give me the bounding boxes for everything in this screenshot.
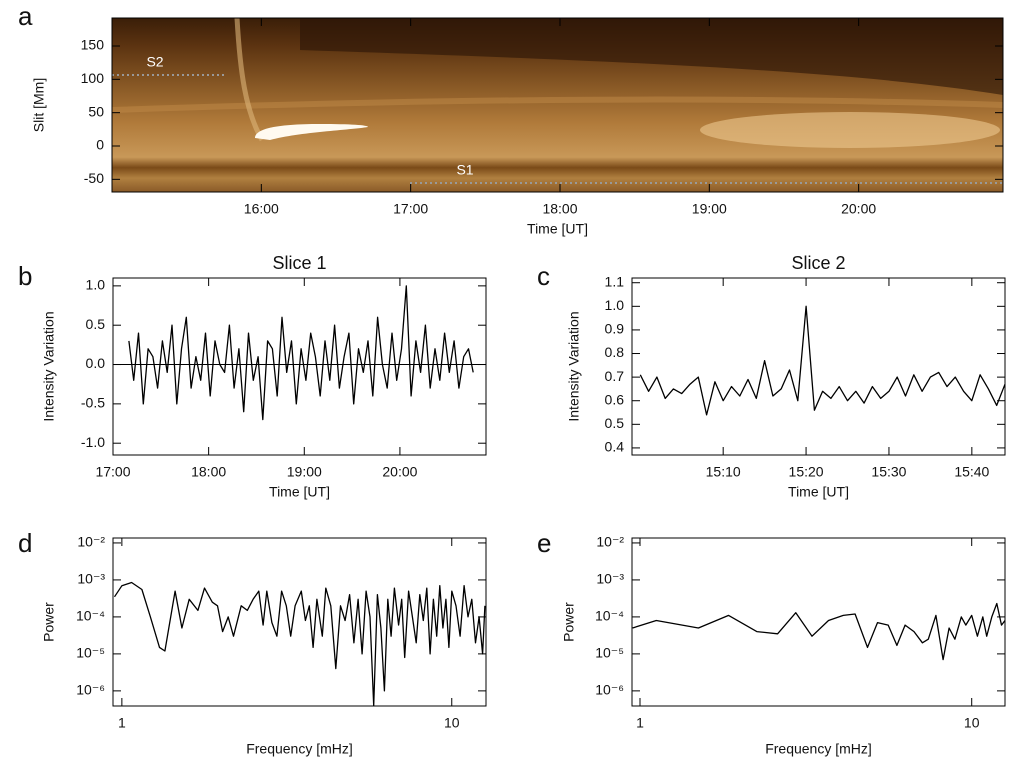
x-tick-label: 15:40 [954,464,989,480]
x-tick-label: 16:00 [244,201,279,217]
y-axis-label: Power [561,602,577,642]
plot-frame [631,537,1006,707]
x-tick-label: 15:10 [706,464,741,480]
y-tick-label: 0.8 [605,344,625,360]
y-tick-label: 10⁻³ [596,571,624,587]
y-tick-label: -50 [84,170,104,186]
x-tick-label: 20:00 [382,464,417,480]
y-tick-label: 10⁻⁴ [76,608,105,624]
y-tick-label: -0.5 [81,395,105,411]
y-axis-label: Intensity Variation [566,311,582,421]
y-tick-label: 1.0 [86,277,106,293]
data-line [128,285,474,421]
x-tick-label: 18:00 [542,201,577,217]
x-axis-label: Time [UT] [527,221,588,237]
y-tick-label: 150 [81,37,105,53]
x-tick-label: 20:00 [841,201,876,217]
x-tick-label: 10 [964,715,980,731]
y-tick-label: 10⁻⁴ [595,608,624,624]
x-axis-label: Time [UT] [788,484,849,500]
y-tick-label: 10⁻⁵ [76,645,105,661]
y-tick-label: 0 [96,137,104,153]
y-tick-label: 0.9 [605,321,625,337]
y-axis-label: Power [41,602,57,642]
x-tick-label: 19:00 [287,464,322,480]
panel-label: d [18,528,32,558]
y-tick-label: 100 [81,70,105,86]
y-tick-label: 0.5 [605,415,625,431]
x-tick-label: 1 [636,715,644,731]
x-tick-label: 19:00 [692,201,727,217]
plot-frame [631,277,1006,456]
plot-frame [112,277,487,456]
y-axis-label: Intensity Variation [41,311,57,421]
x-tick-label: 1 [118,715,126,731]
data-line [639,305,1006,416]
y-tick-label: 0.5 [86,316,106,332]
y-tick-label: 10⁻⁶ [76,682,105,698]
x-axis-label: Frequency [mHz] [765,741,872,757]
annotation: S1 [456,162,473,178]
y-tick-label: 10⁻² [596,534,624,550]
plot-frame [112,537,487,707]
y-tick-label: 10⁻⁵ [595,645,624,661]
data-line [113,581,486,707]
y-tick-label: 50 [88,103,104,119]
y-axis-label: Slit [Mm] [31,78,47,132]
y-tick-label: 10⁻⁶ [595,682,624,698]
panel-label: a [18,1,33,31]
x-tick-label: 10 [444,715,460,731]
plot-frame [111,17,1004,193]
y-tick-label: 0.7 [605,368,625,384]
y-tick-label: -1.0 [81,434,105,450]
y-tick-label: 10⁻³ [77,571,105,587]
x-axis-label: Frequency [mHz] [246,741,353,757]
y-tick-label: 0.0 [86,355,106,371]
x-tick-label: 15:30 [871,464,906,480]
y-tick-label: 10⁻² [77,534,105,550]
data-line [632,602,1006,661]
panel-label: c [537,261,550,291]
chart-title: Slice 2 [791,253,845,273]
x-tick-label: 17:00 [393,201,428,217]
x-tick-label: 18:00 [191,464,226,480]
y-tick-label: 1.0 [605,297,625,313]
y-tick-label: 0.6 [605,391,625,407]
y-tick-label: 0.4 [605,439,625,455]
chart-title: Slice 1 [272,253,326,273]
x-axis-label: Time [UT] [269,484,330,500]
annotation: S2 [146,54,163,70]
x-tick-label: 17:00 [95,464,130,480]
y-tick-label: 1.1 [605,273,625,289]
panel-label: b [18,261,32,291]
x-tick-label: 15:20 [789,464,824,480]
slit-image [112,18,1003,192]
panel-label: e [537,528,551,558]
